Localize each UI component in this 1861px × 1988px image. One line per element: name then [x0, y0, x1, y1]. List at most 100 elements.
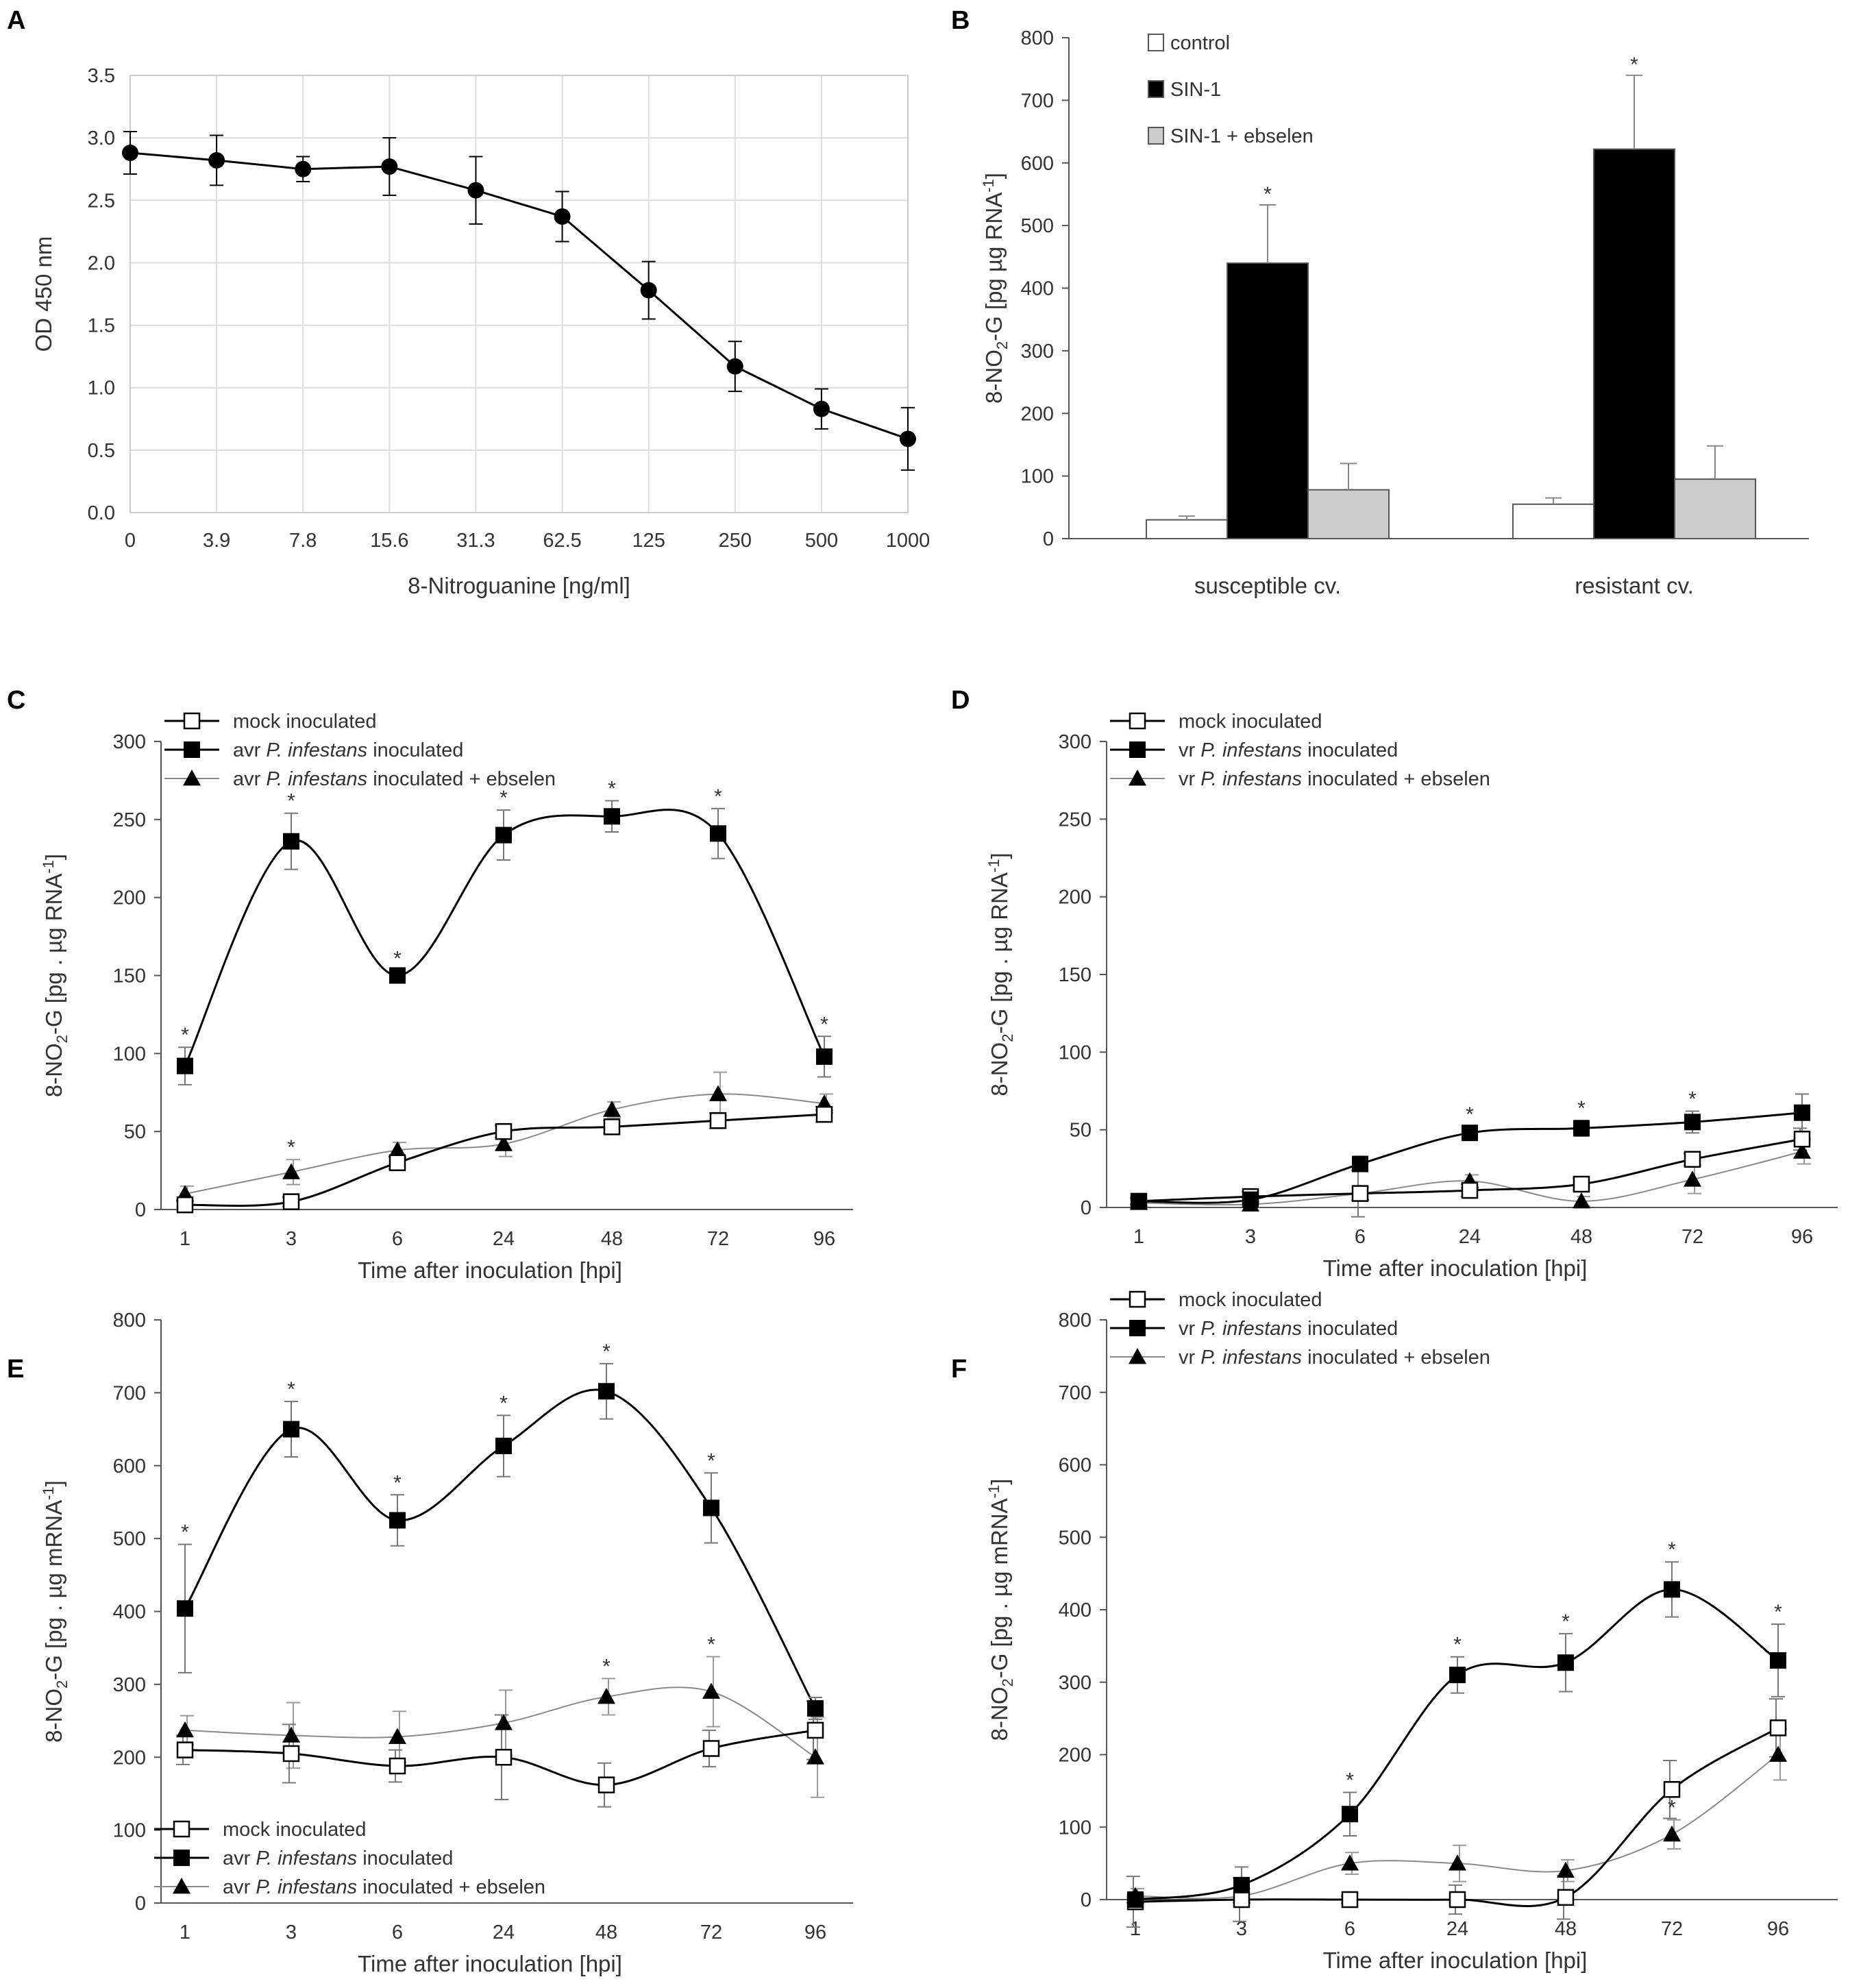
legend-label: control [1170, 32, 1230, 54]
data-point [703, 1499, 719, 1517]
x-axis-label: Time after inoculation [hpi] [358, 1257, 622, 1283]
significance-star: * [602, 1655, 611, 1678]
y-tick-label: 100 [1021, 466, 1054, 488]
y-tick-label: 100 [1059, 1042, 1092, 1064]
legend-marker [1129, 770, 1146, 786]
data-point [900, 430, 916, 447]
y-axis-label: 8-NO2-G [pg µg RNA-1] [980, 173, 1011, 404]
y-tick-label: 250 [113, 809, 146, 831]
data-point [702, 1740, 720, 1757]
plot-f: 0 100 200 300 400 500 600 700 800 1 3 6 24 48 72 96 Time… [985, 1289, 1838, 1973]
data-point [598, 1383, 615, 1400]
significance-star: * [500, 787, 508, 809]
data-point [1233, 1876, 1250, 1893]
x-tick-label: 24 [1446, 1918, 1468, 1940]
legend-label-part: avr [233, 768, 266, 790]
legend-label-italic: P. infestans [1200, 1347, 1302, 1369]
legend-marker [173, 1878, 190, 1894]
y-tick-label: 800 [113, 1310, 146, 1332]
y-tick-label: 200 [1021, 403, 1054, 425]
y-tick-label: 0 [1081, 1197, 1092, 1219]
data-point [177, 1600, 193, 1617]
data-point [1664, 1581, 1680, 1598]
data-point [1242, 1191, 1259, 1208]
y-tick-label: 300 [1059, 731, 1092, 753]
legend-label: avr P. infestans inoculated [223, 1848, 453, 1869]
legend-label-italic: P. infestans [256, 1848, 357, 1869]
data-point [495, 1749, 513, 1766]
y-tick-label: 50 [124, 1121, 146, 1143]
data-point [1770, 1652, 1786, 1669]
significance-star: * [500, 1392, 508, 1414]
y-tick-label: 200 [1059, 887, 1092, 909]
x-tick-label: 96 [1791, 1226, 1813, 1248]
x-tick-label: 3 [286, 1228, 297, 1250]
data-point [1449, 1891, 1466, 1909]
legend-label-part: mock inoculated [233, 711, 377, 733]
x-tick-label: 125 [632, 530, 665, 552]
y-axis-label-part: 8-NO [987, 1687, 1012, 1741]
x-tick-label: 7.8 [289, 530, 317, 552]
significance-star: * [602, 1340, 611, 1363]
data-point [1794, 1104, 1810, 1121]
y-tick-label: 200 [1059, 1745, 1092, 1767]
plot-e: 0 100 200 300 400 500 600 700 800 1 3 6 24 48 72 96 Time… [40, 1310, 853, 1976]
data-point [709, 1112, 727, 1129]
x-tick-label: 250 [719, 530, 752, 552]
data-point [495, 1135, 513, 1151]
legend-label-part: avr [233, 739, 266, 761]
data-point [389, 1757, 406, 1775]
y-tick-label: 200 [113, 887, 146, 909]
x-tick-label: 24 [1459, 1226, 1481, 1248]
significance-star: * [181, 1024, 189, 1046]
y-tick-label: 0 [1043, 528, 1054, 550]
x-tick-label: 48 [595, 1922, 617, 1943]
y-axis-label-part: 8-NO [41, 1689, 66, 1743]
legend-marker [1129, 1320, 1146, 1336]
data-point [282, 1163, 300, 1179]
x-tick-label: 48 [1570, 1226, 1592, 1248]
legend-label-part: vr [1179, 1318, 1200, 1340]
data-point [597, 1776, 615, 1793]
significance-star: * [1668, 1538, 1676, 1561]
data-point [282, 1745, 300, 1763]
y-tick-label: 100 [113, 1820, 146, 1842]
y-tick-label: 700 [1021, 90, 1054, 112]
data-point [295, 160, 312, 177]
y-axis-label-part: 8-NO [981, 349, 1007, 404]
legend-label-italic: P. infestans [256, 1876, 357, 1898]
y-axis-label-superscript: -1 [985, 1485, 1002, 1499]
y-tick-label: 800 [1059, 1310, 1092, 1332]
y-axis-label-part: 8-NO [987, 1042, 1012, 1096]
y-tick-label: 1.0 [88, 378, 115, 400]
legend-label-italic: P. infestans [1200, 768, 1302, 790]
significance-star: * [393, 1471, 402, 1494]
significance-star: * [707, 1449, 715, 1472]
panel-f: F 0 100 200 300 400 500 600 700 800 1 3 6 24 48 72 96 Ti… [951, 1289, 1838, 1973]
y-tick-label: 400 [113, 1602, 146, 1623]
data-point [1793, 1142, 1811, 1159]
x-tick-label: 500 [805, 530, 838, 552]
legend-label-part: inoculated + ebselen [367, 768, 556, 790]
data-point [1461, 1181, 1479, 1199]
data-point [1352, 1155, 1368, 1173]
significance-star: * [1774, 1601, 1782, 1623]
y-tick-label: 400 [1059, 1599, 1092, 1621]
y-axis-label-part: -G [pg . µg RNA [987, 872, 1012, 1033]
data-point [176, 1741, 194, 1758]
y-axis-label-superscript: -1 [985, 859, 1002, 873]
panel-letter-c: C [7, 686, 25, 715]
data-point [816, 1048, 833, 1065]
legend-label: vr P. infestans inoculated + ebselen [1179, 768, 1490, 790]
significance-star: * [714, 785, 722, 808]
data-point [176, 1721, 194, 1738]
panel-letter-e: E [7, 1355, 24, 1384]
legend-label: mock inoculated [233, 711, 377, 733]
x-tick-label: 1 [180, 1922, 190, 1943]
data-point [1684, 1170, 1701, 1187]
significance-star: * [1668, 1797, 1676, 1819]
data-point [1557, 1861, 1575, 1878]
y-tick-label: 150 [113, 966, 146, 987]
data-point [1663, 1825, 1681, 1842]
